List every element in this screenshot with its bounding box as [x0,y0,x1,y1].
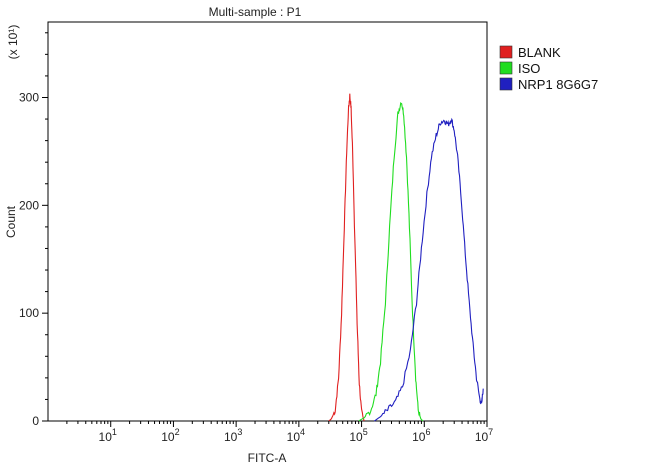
y-multiplier-label: (x 10¹) [6,25,20,60]
x-tick-label: 104 [287,427,305,444]
legend-label: BLANK [518,45,561,60]
x-tick-label: 106 [412,427,430,444]
series-curve-iso [358,101,424,422]
y-tick-label: 200 [19,198,39,212]
chart-title: Multi-sample : P1 [209,5,302,19]
x-tick-label: 102 [161,427,179,444]
legend-swatch [499,77,513,91]
legend-label: ISO [518,61,540,76]
x-tick-label: 101 [99,427,117,444]
y-tick-label: 100 [19,306,39,320]
x-tick-label: 105 [349,427,367,444]
x-axis-label: FITC-A [248,451,287,465]
y-tick-label: 0 [32,414,39,428]
x-axis: 101 102 103 104 105 106 107 [66,421,493,444]
y-axis: 0 100 200 300 [19,32,48,428]
x-tick-label: 107 [475,427,493,444]
series-curve-blank [328,93,365,422]
y-tick-label: 300 [19,90,39,104]
series-curves [328,93,484,422]
series-curve-nrp1-8g6g7 [374,117,484,422]
y-axis-label: Count [4,205,18,238]
legend-swatch [499,45,513,59]
x-tick-label: 103 [224,427,242,444]
legend-swatch [499,61,513,75]
legend-label: NRP1 8G6G7 [518,77,598,92]
plot-frame [47,21,488,422]
